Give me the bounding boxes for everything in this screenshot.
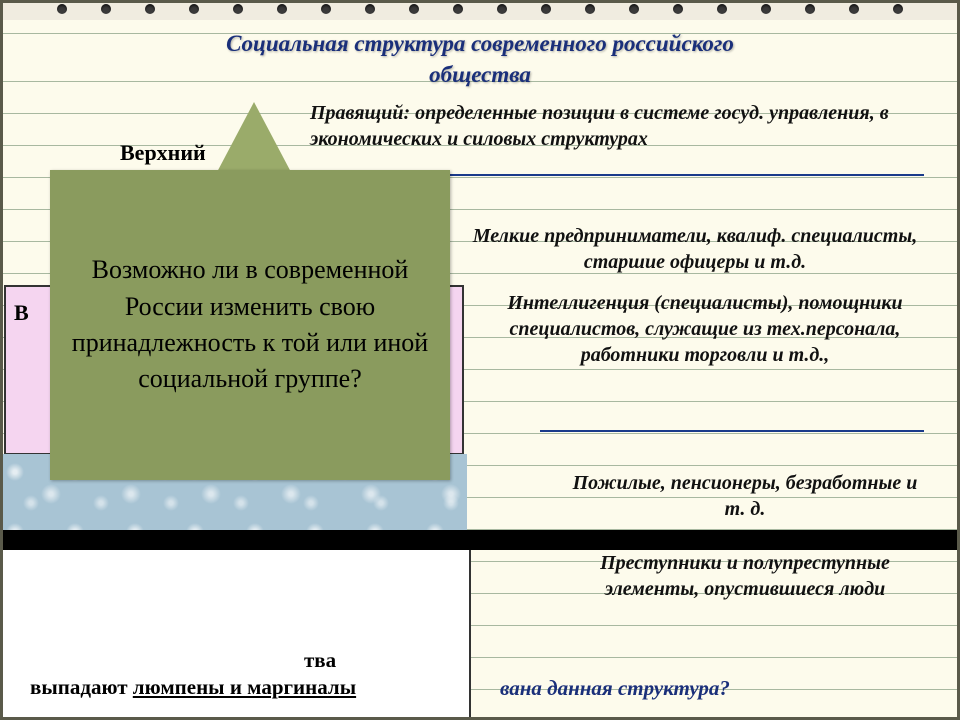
bottom-caption: тва выпадают люмпены и маргиналы xyxy=(30,648,356,700)
bottom-underlined: люмпены и маргиналы xyxy=(133,675,356,699)
pink-left-fragment: В xyxy=(14,300,29,326)
bottom-question-fragment: вана данная структура? xyxy=(500,676,730,701)
bottom-line-text: выпадают xyxy=(30,675,133,699)
layer-desc-elderly: Пожилые, пенсионеры, безработные и т. д. xyxy=(560,470,930,522)
label-upper: Верхний xyxy=(120,140,206,166)
separator-1 xyxy=(438,174,924,176)
layer-desc-middle: Мелкие предприниматели, квалиф. специали… xyxy=(460,223,930,275)
separator-2 xyxy=(540,430,924,432)
pyramid-top-icon xyxy=(216,102,292,174)
layer-desc-criminal: Преступники и полупреступные элементы, о… xyxy=(560,550,930,602)
question-overlay: Возможно ли в современной России изменит… xyxy=(50,170,450,480)
title-line1: Социальная структура современного россий… xyxy=(226,31,734,56)
overlay-question-text: Возможно ли в современной России изменит… xyxy=(68,252,432,398)
slide-title: Социальная структура современного россий… xyxy=(0,28,960,90)
layer-desc-ruling: Правящий: определенные позиции в системе… xyxy=(310,100,930,152)
black-divider-bar xyxy=(3,530,957,550)
spiral-binding xyxy=(0,0,960,20)
layer-desc-intelligentsia: Интеллигенция (специалисты), помощники с… xyxy=(480,290,930,368)
bottom-fragment-above: тва xyxy=(30,648,356,673)
title-line2: общества xyxy=(429,62,531,87)
